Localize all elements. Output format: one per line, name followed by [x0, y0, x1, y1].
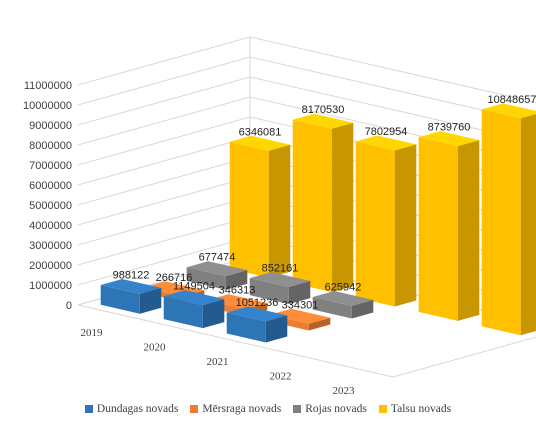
- y-tick-label: 6000000: [29, 180, 72, 192]
- data-label: 10848657: [488, 94, 536, 106]
- legend-item: Dundagas novads: [84, 403, 179, 415]
- x-axis-ticks: 2019 2020 2021 2022 2023: [81, 327, 356, 397]
- data-label: 346313: [219, 285, 256, 297]
- data-label: 266716: [156, 272, 193, 284]
- data-label: 677474: [199, 252, 236, 264]
- bars: [100, 103, 536, 343]
- data-label: 334301: [282, 299, 319, 311]
- data-label: 1051236: [236, 297, 279, 309]
- gridline: [77, 36, 536, 103]
- x-tick-label: 2023: [333, 385, 356, 397]
- data-labels: 6346081 8170530 7802954 8739760 10848657 6774…: [113, 94, 536, 311]
- legend-label: Mērsraga novads: [202, 403, 282, 415]
- legend-swatch: [293, 405, 302, 413]
- bar: [292, 113, 354, 293]
- y-tick-label: 2000000: [29, 260, 72, 272]
- bar: [186, 261, 248, 290]
- bar: [100, 279, 162, 314]
- legend-swatch: [190, 405, 199, 413]
- y-axis-ticks: 0 1000000 2000000 3000000 4000000 5000000 6000…: [23, 80, 72, 312]
- x-tick-label: 2021: [207, 356, 229, 368]
- y-tick-label: 7000000: [29, 160, 72, 172]
- legend-label: Rojas novads: [305, 403, 367, 415]
- data-label: 8170530: [302, 104, 345, 116]
- bar: [249, 272, 311, 305]
- x-tick-label: 2019: [81, 327, 104, 339]
- axis-line: [77, 304, 394, 378]
- data-label: 6346081: [239, 126, 282, 138]
- bar: [163, 290, 225, 329]
- legend-item: Rojas novads: [293, 403, 367, 415]
- y-tick-label: 1000000: [29, 280, 72, 292]
- y-tick-label: 0: [66, 300, 72, 312]
- x-tick-label: 2022: [270, 370, 292, 382]
- legend-swatch: [378, 405, 387, 413]
- bar: [418, 131, 480, 321]
- data-label: 625942: [325, 281, 362, 293]
- data-label: 988122: [113, 269, 150, 281]
- axis-line: [392, 336, 536, 378]
- y-tick-label: 10000000: [23, 100, 72, 112]
- y-tick-label: 8000000: [29, 140, 72, 152]
- legend-item: Mērsraga novads: [190, 403, 281, 415]
- x-tick-label: 2020: [144, 342, 167, 354]
- y-tick-label: 3000000: [29, 240, 72, 252]
- data-label: 1149504: [173, 281, 215, 293]
- bar: [226, 306, 288, 343]
- legend-label: Talsu novads: [390, 403, 452, 415]
- data-label: 7802954: [365, 126, 408, 138]
- y-tick-label: 11000000: [24, 80, 72, 92]
- legend: Dundagas novads Mērsraga novads Rojas nova…: [0, 403, 536, 415]
- legend-item: Talsu novads: [378, 403, 452, 415]
- data-label: 8739760: [428, 122, 471, 134]
- y-tick-label: 4000000: [29, 220, 72, 232]
- legend-label: Dundagas novads: [96, 403, 179, 415]
- bar: [481, 103, 536, 336]
- y-tick-label: 9000000: [29, 120, 72, 132]
- legend-swatch: [84, 405, 93, 413]
- data-label: 852161: [262, 263, 299, 275]
- bar: [312, 291, 374, 319]
- bar: [229, 135, 291, 278]
- bar: [355, 135, 417, 307]
- y-tick-label: 5000000: [29, 200, 72, 212]
